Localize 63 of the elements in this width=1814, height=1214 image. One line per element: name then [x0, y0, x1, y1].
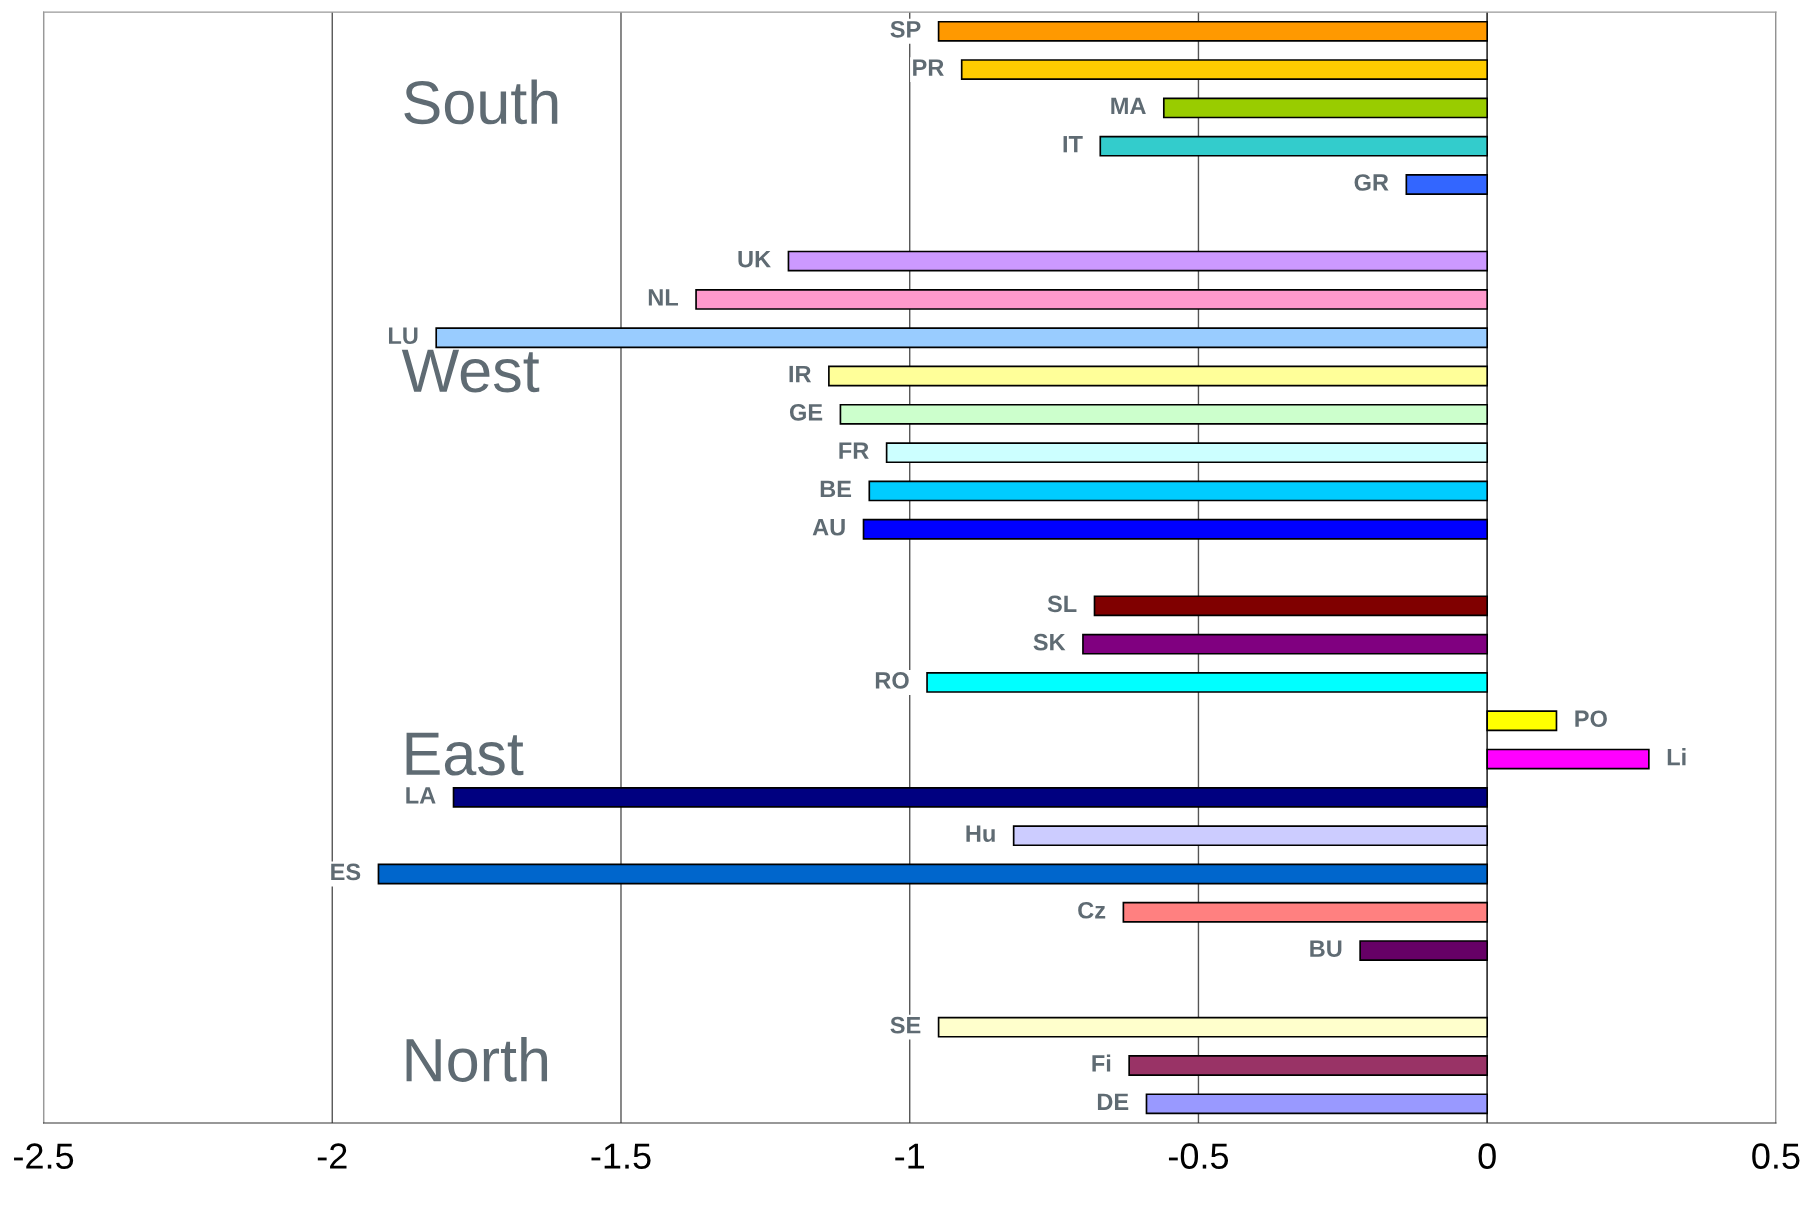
y-tick-label: PO [1575, 710, 1607, 728]
y-tick-label: SK [1033, 633, 1066, 651]
x-tick-label: -2.5 [14, 1143, 74, 1169]
bar [1486, 710, 1558, 732]
bar [377, 863, 1489, 885]
bar [1405, 174, 1489, 195]
annotation: West [401, 349, 540, 393]
bar [868, 480, 1489, 502]
y-tick-label: PR [913, 59, 944, 76]
bar [435, 327, 1489, 349]
bar [1359, 940, 1489, 961]
y-tick-label: Hu [966, 825, 995, 843]
y-tick-label: AU [812, 519, 845, 536]
x-tick-label: -2 [317, 1143, 347, 1169]
x-tick-label: -1.5 [591, 1143, 651, 1169]
y-tick-label: MA [1111, 97, 1146, 115]
bar [1122, 901, 1489, 923]
bar [862, 518, 1489, 540]
bar [885, 442, 1489, 464]
annotation: East [406, 732, 524, 776]
bar [1099, 135, 1489, 157]
annotation: North [406, 1037, 548, 1082]
y-tick-label: SE [890, 1016, 921, 1034]
x-tick-label: 0.5 [1752, 1143, 1800, 1169]
y-tick-label: BU [1310, 940, 1342, 957]
x-tick-label: -1 [895, 1143, 925, 1169]
y-tick-label: UK [738, 250, 771, 268]
annotation: South [404, 79, 558, 125]
bar [452, 786, 1489, 808]
bar [1145, 1093, 1489, 1115]
bar [787, 250, 1489, 272]
y-tick-label: IT [1063, 136, 1083, 153]
y-tick-label: SL [1047, 595, 1077, 613]
y-tick-label: ES [331, 863, 361, 881]
bar [1162, 97, 1489, 119]
bar [937, 20, 1489, 42]
y-tick-label: Li [1667, 748, 1686, 766]
x-tick-label: -0.5 [1168, 1143, 1229, 1169]
y-tick-label: LA [406, 787, 436, 804]
bar [839, 403, 1489, 425]
bar [937, 1016, 1489, 1038]
x-tick-label: 0 [1478, 1143, 1496, 1169]
y-tick-label: LU [388, 327, 418, 345]
bar [1486, 748, 1650, 770]
y-tick-label: DE [1097, 1093, 1129, 1110]
bar [1012, 825, 1489, 847]
bar [960, 59, 1489, 81]
y-tick-label: Cz [1078, 901, 1106, 919]
y-tick-label: GR [1354, 174, 1389, 191]
y-tick-label: NL [648, 289, 679, 306]
y-tick-label: SP [890, 20, 921, 38]
bar [1082, 633, 1489, 655]
bar [1093, 595, 1489, 617]
bar [695, 289, 1489, 310]
y-tick-label: RO [875, 672, 909, 689]
y-tick-label: IR [789, 365, 812, 383]
y-tick-label: Fi [1092, 1054, 1111, 1072]
bar [926, 672, 1489, 693]
y-tick-label: FR [839, 442, 869, 459]
bar [1128, 1055, 1489, 1076]
y-tick-label: BE [820, 480, 852, 498]
y-tick-label: GE [789, 403, 823, 421]
bar [828, 365, 1489, 387]
